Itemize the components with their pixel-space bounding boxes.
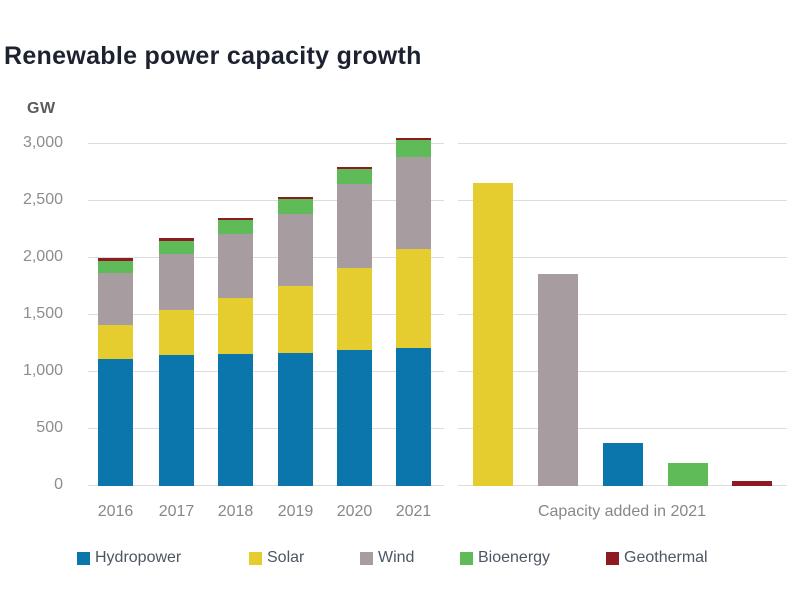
y-tick-label: 1,500 — [22, 305, 63, 322]
year-label-2017: 2017 — [158, 503, 195, 520]
y-tick-label: 500 — [36, 419, 63, 436]
legend-item-wind: Wind — [360, 549, 414, 567]
segment-bioenergy-2017 — [159, 240, 194, 255]
legend-swatch-icon — [360, 551, 373, 565]
segment-wind-2017 — [159, 254, 194, 311]
stacked-bar-2020 — [337, 166, 372, 486]
segment-solar-2021 — [396, 249, 431, 349]
segment-bioenergy-2019 — [278, 199, 313, 214]
legend-label: Bioenergy — [478, 549, 551, 566]
segment-geothermal-2016 — [98, 258, 133, 261]
gridline — [458, 143, 787, 144]
y-tick-label: 2,000 — [22, 248, 63, 265]
stacked-bar-2016 — [98, 258, 133, 486]
segment-geothermal-2017 — [159, 238, 194, 241]
segment-solar-2020 — [337, 267, 372, 350]
added-bar-bioenergy — [668, 463, 708, 486]
year-label-2021: 2021 — [395, 503, 432, 520]
gridline — [88, 143, 444, 144]
y-tick-label: 2,500 — [22, 191, 63, 208]
gridline — [88, 428, 444, 429]
gridline — [458, 428, 787, 429]
legend-label: Geothermal — [624, 549, 708, 566]
added-bar-geothermal — [732, 481, 772, 486]
segment-geothermal-2021 — [396, 137, 431, 141]
stacked-bar-2021 — [396, 137, 431, 486]
gridline — [458, 371, 787, 372]
gridline — [88, 371, 444, 372]
year-label-2020: 2020 — [336, 503, 373, 520]
segment-hydropower-2018 — [218, 354, 253, 486]
legend-swatch-icon — [249, 551, 262, 565]
segment-bioenergy-2020 — [337, 169, 372, 185]
y-tick-label: 0 — [54, 476, 63, 493]
legend-item-bioenergy: Bioenergy — [460, 549, 550, 567]
legend-item-solar: Solar — [249, 549, 304, 567]
segment-hydropower-2017 — [159, 354, 194, 486]
segment-bioenergy-2021 — [396, 140, 431, 157]
added-bar-solar — [473, 182, 513, 486]
added-bar-hydropower — [603, 442, 643, 486]
stacked-capacity-chart — [88, 137, 444, 486]
segment-wind-2016 — [98, 273, 133, 325]
gridline — [88, 200, 444, 201]
capacity-added-chart — [458, 143, 787, 486]
gridline — [88, 314, 444, 315]
segment-hydropower-2016 — [98, 359, 133, 486]
gridline — [88, 485, 444, 486]
segment-solar-2017 — [159, 310, 194, 355]
segment-geothermal-2019 — [278, 196, 313, 200]
legend-swatch-icon — [606, 551, 619, 565]
segment-bioenergy-2016 — [98, 260, 133, 274]
legend-label: Wind — [378, 549, 415, 566]
legend-label: Hydropower — [95, 549, 182, 566]
right-panel-caption: Capacity added in 2021 — [537, 503, 707, 520]
stacked-bar-2018 — [218, 217, 253, 486]
gridline — [458, 200, 787, 201]
legend-swatch-icon — [77, 551, 90, 565]
gridline — [458, 314, 787, 315]
y-tick-label: 3,000 — [22, 134, 63, 151]
segment-bioenergy-2018 — [218, 220, 253, 235]
stacked-bar-2017 — [159, 238, 194, 486]
stacked-bar-2019 — [278, 196, 313, 486]
chart-title: Renewable power capacity growth — [4, 42, 422, 70]
year-label-2018: 2018 — [217, 503, 254, 520]
added-bar-wind — [538, 273, 578, 486]
segment-hydropower-2020 — [337, 349, 372, 486]
segment-solar-2016 — [98, 324, 133, 360]
gridline — [88, 257, 444, 258]
segment-solar-2019 — [278, 285, 313, 353]
segment-geothermal-2018 — [218, 217, 253, 221]
legend-item-hydropower: Hydropower — [77, 549, 181, 567]
segment-wind-2020 — [337, 184, 372, 268]
segment-hydropower-2019 — [278, 352, 313, 486]
segment-solar-2018 — [218, 297, 253, 355]
year-label-2019: 2019 — [277, 503, 314, 520]
gridline — [458, 257, 787, 258]
legend-item-geothermal: Geothermal — [606, 549, 708, 567]
segment-wind-2018 — [218, 234, 253, 298]
y-tick-label: 1,000 — [22, 362, 63, 379]
legend-label: Solar — [267, 549, 305, 566]
year-label-2016: 2016 — [97, 503, 134, 520]
segment-wind-2021 — [396, 156, 431, 250]
segment-geothermal-2020 — [337, 166, 372, 170]
segment-hydropower-2021 — [396, 348, 431, 486]
legend-swatch-icon — [460, 551, 473, 565]
segment-wind-2019 — [278, 213, 313, 286]
y-axis-unit-label: GW — [27, 100, 56, 117]
